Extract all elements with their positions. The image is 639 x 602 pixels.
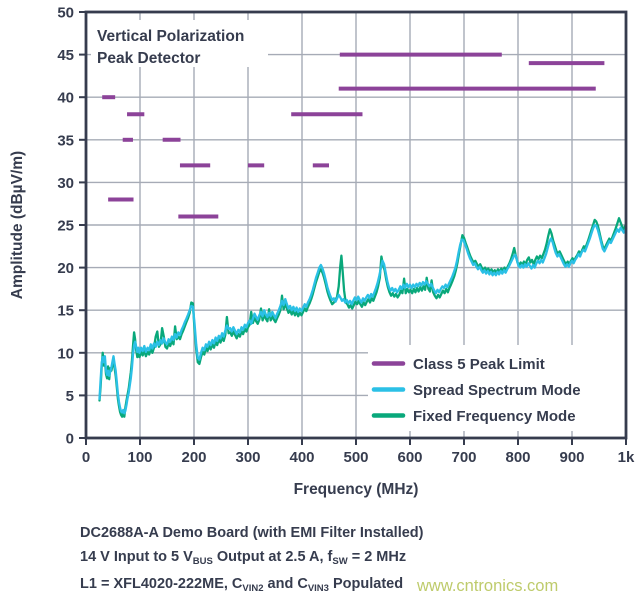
y-axis-title: Amplitude (dBµV/m): [9, 151, 26, 299]
caption-text: = 2 MHz: [347, 548, 407, 565]
x-tick-labels: 0 100 200 300 400 500 600 700 800 900 1k: [82, 449, 635, 466]
title-line-1: Vertical Polarization: [97, 28, 244, 45]
y-tick-label: 15: [57, 303, 74, 320]
plot-border: [84, 10, 628, 440]
caption-line: DC2688A-A Demo Board (with EMI Filter In…: [80, 522, 423, 546]
x-tick-label: 300: [235, 449, 260, 466]
legend-label: Class 5 Peak Limit: [413, 356, 545, 373]
x-tick-label: 0: [82, 449, 90, 466]
caption-text: Populated: [328, 576, 404, 592]
caption-text: and C: [263, 576, 308, 592]
class5-limit-segments: [102, 52, 605, 219]
title-line-2: Peak Detector: [97, 50, 200, 67]
caption-subscript: BUS: [192, 555, 213, 567]
y-tick-label: 30: [57, 175, 74, 192]
x-tick-label: 200: [181, 449, 206, 466]
y-tick-label: 50: [57, 5, 74, 22]
legend-label: Fixed Frequency Mode: [413, 408, 576, 425]
x-tick-label: 900: [559, 449, 584, 466]
x-tick-label: 400: [289, 449, 314, 466]
trace-spread-spectrum-mode: [98, 223, 628, 415]
y-tick-label: 45: [57, 47, 74, 64]
caption-text: 14 V Input to 5 V: [80, 548, 193, 565]
x-tick-label: 600: [397, 449, 422, 466]
caption-line: L1 = XFL4020-222ME, CVIN2 and CVIN3 Popu…: [80, 573, 423, 601]
caption-text: DC2688A-A Demo Board (with EMI Filter In…: [80, 525, 424, 541]
y-tick-label: 5: [66, 388, 74, 405]
watermark-text: www.cntronics.com: [417, 577, 559, 595]
y-tick-labels: 0 5 10 15 20 25 30 35 40 45 50: [57, 5, 74, 448]
y-tick-label: 0: [66, 431, 74, 448]
x-axis-title: Frequency (MHz): [294, 481, 419, 498]
caption-subscript: VIN2: [242, 583, 264, 594]
y-tick-label: 35: [57, 132, 74, 149]
caption-text: Output at 2.5 A, f: [212, 548, 333, 565]
y-tick-label: 20: [57, 260, 74, 277]
legend: Class 5 Peak Limit Spread Spectrum Mode Fi…: [368, 345, 627, 431]
caption-line: 14 V Input to 5 VBUS Output at 2.5 A, fS…: [80, 546, 423, 574]
x-tick-label: 1k: [618, 449, 635, 466]
y-tick-label: 40: [57, 90, 74, 107]
title-annotation: Vertical Polarization Peak Detector: [91, 20, 268, 67]
caption-subscript: SW: [332, 555, 348, 567]
chart-caption: DC2688A-A Demo Board (with EMI Filter In…: [80, 522, 423, 601]
emi-chart: Vertical Polarization Peak Detector Class …: [9, 5, 635, 499]
y-tick-label: 10: [57, 345, 74, 362]
x-tick-label: 700: [451, 449, 476, 466]
trace-fixed-frequency-mode: [98, 217, 628, 418]
y-tick-label: 25: [57, 218, 74, 235]
axis-ticks: [79, 11, 627, 445]
x-tick-label: 100: [127, 449, 152, 466]
x-tick-label: 800: [505, 449, 530, 466]
caption-text: L1 = XFL4020-222ME, C: [80, 576, 243, 592]
legend-label: Spread Spectrum Mode: [413, 382, 581, 399]
caption-subscript: VIN3: [307, 583, 329, 594]
x-tick-label: 500: [343, 449, 368, 466]
